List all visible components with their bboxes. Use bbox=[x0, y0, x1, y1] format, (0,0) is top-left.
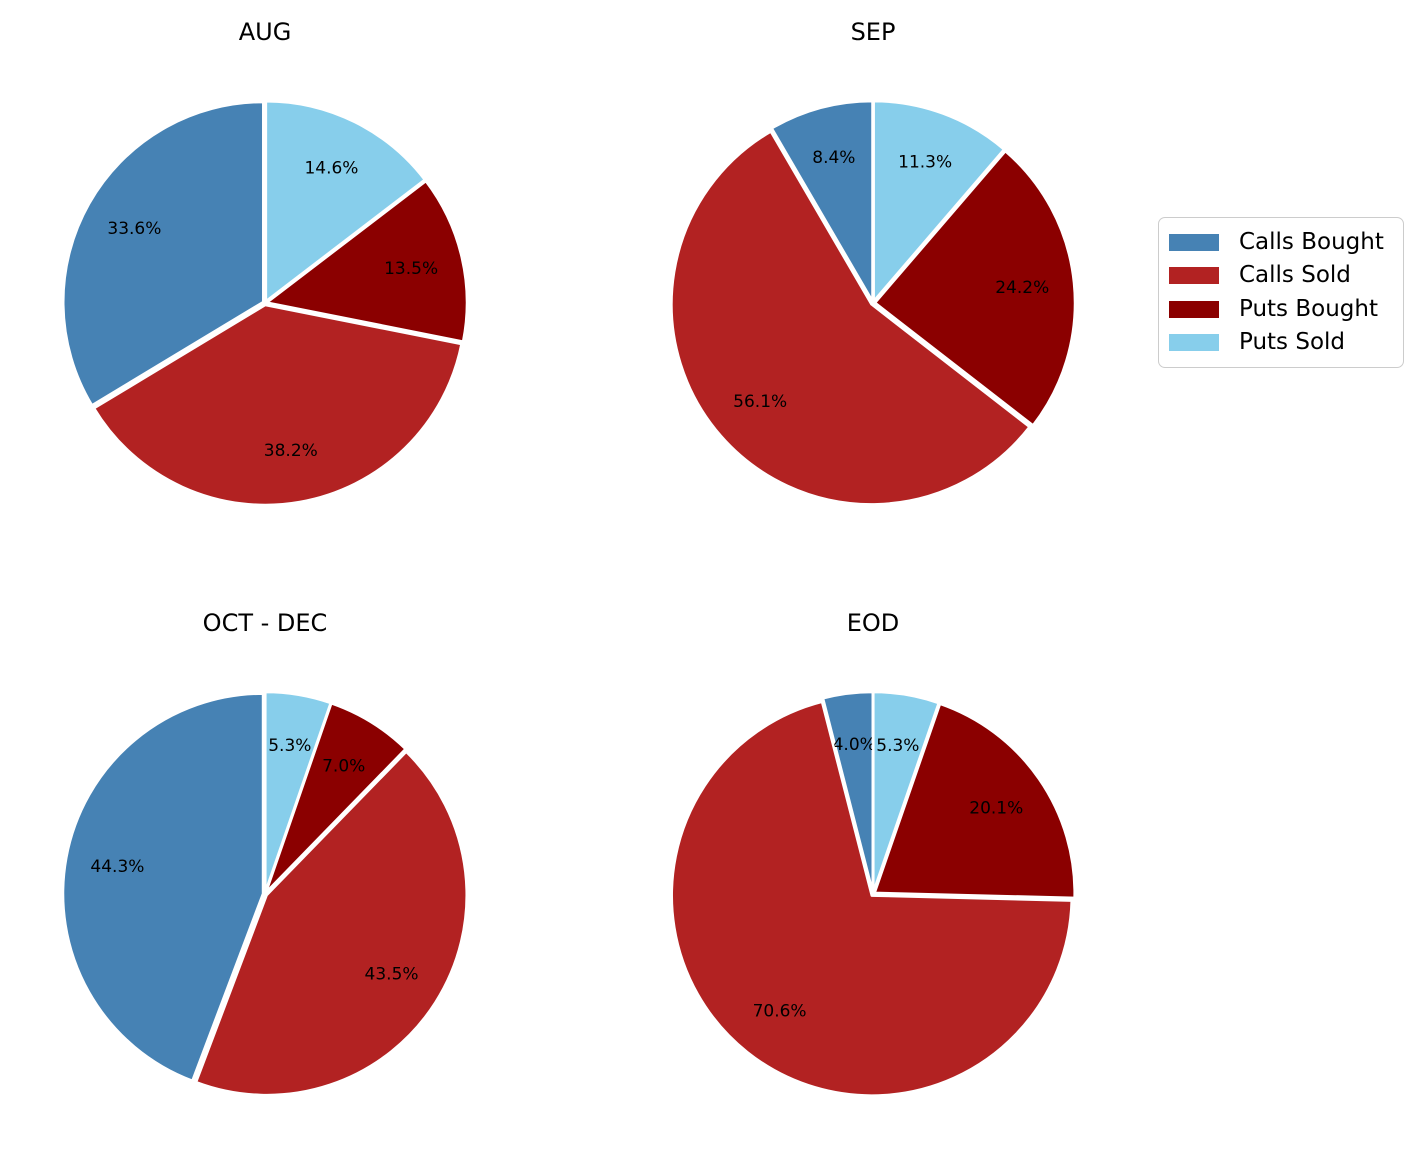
chart-title-eod: EOD bbox=[846, 609, 900, 637]
pie-slice-puts-bought bbox=[873, 149, 1077, 427]
pie-slice-calls-sold bbox=[670, 700, 1073, 1097]
pie-sep: 8.4% 56.1% 24.2% 11.3% bbox=[670, 99, 1077, 506]
pie-eod: 4.0% 70.6% 20.1% 5.3% bbox=[670, 690, 1076, 1097]
pie-oct-dec: 44.3% 43.5% 7.0% 5.3% bbox=[61, 690, 468, 1097]
legend-item-puts-sold: Puts Sold bbox=[1169, 326, 1393, 359]
legend-swatch-puts-sold bbox=[1169, 333, 1219, 351]
legend-label: Calls Bought bbox=[1239, 229, 1384, 256]
pie-chart-aug: AUG 33.6% 38.2% 13.5% 14.6% bbox=[55, 0, 475, 520]
pct-label: 56.1% bbox=[733, 392, 787, 412]
pie-chart-oct-dec: OCT - DEC 44.3% 43.5% 7.0% 5.3% bbox=[55, 591, 475, 1111]
pct-label: 5.3% bbox=[876, 736, 919, 756]
pie-chart-eod: EOD 4.0% 70.6% 20.1% 5.3% bbox=[663, 591, 1083, 1111]
pct-label: 24.2% bbox=[995, 278, 1049, 298]
pie-slice-puts-sold bbox=[264, 690, 332, 894]
chart-title-sep: SEP bbox=[850, 18, 896, 46]
pie-slice-calls-sold bbox=[194, 750, 468, 1097]
pct-label: 13.5% bbox=[384, 259, 438, 279]
pie-chart-sep: SEP 8.4% 56.1% 24.2% 11.3% bbox=[663, 0, 1083, 520]
legend-label: Puts Bought bbox=[1239, 295, 1378, 322]
pie-slice-puts-sold bbox=[872, 99, 1006, 303]
pct-label: 5.3% bbox=[268, 736, 311, 756]
pct-label: 44.3% bbox=[90, 857, 144, 877]
legend-label: Puts Sold bbox=[1239, 328, 1346, 355]
pie-slice-puts-sold bbox=[872, 690, 940, 894]
legend: Calls Bought Calls Sold Puts Bought Puts So… bbox=[1158, 217, 1404, 368]
pct-label: 70.6% bbox=[753, 1001, 807, 1021]
pct-label: 20.1% bbox=[969, 799, 1023, 819]
pie-slice-puts-bought bbox=[265, 179, 469, 343]
pie-slice-calls-bought bbox=[770, 99, 874, 303]
pct-label: 8.4% bbox=[812, 148, 855, 168]
legend-swatch-calls-sold bbox=[1169, 267, 1219, 285]
legend-item-calls-sold: Calls Sold bbox=[1169, 259, 1393, 292]
legend-item-calls-bought: Calls Bought bbox=[1169, 226, 1393, 259]
pie-slice-calls-sold bbox=[670, 130, 1031, 506]
pie-slice-calls-bought bbox=[62, 100, 265, 407]
pct-label: 14.6% bbox=[304, 159, 358, 179]
chart-title-oct-dec: OCT - DEC bbox=[202, 609, 328, 637]
pct-label: 11.3% bbox=[898, 152, 952, 172]
pct-label: 43.5% bbox=[365, 965, 419, 985]
pct-label: 38.2% bbox=[264, 441, 318, 461]
pct-label: 7.0% bbox=[322, 756, 365, 776]
legend-item-puts-bought: Puts Bought bbox=[1169, 293, 1393, 326]
pie-slice-puts-sold bbox=[264, 99, 427, 303]
pie-slice-calls-bought bbox=[61, 692, 265, 1083]
pie-slice-puts-bought bbox=[873, 702, 1076, 900]
pie-aug: 33.6% 38.2% 13.5% 14.6% bbox=[62, 99, 469, 507]
legend-swatch-puts-bought bbox=[1169, 300, 1219, 318]
pct-label: 4.0% bbox=[833, 735, 876, 755]
chart-title-aug: AUG bbox=[238, 18, 292, 46]
legend-label: Calls Sold bbox=[1239, 262, 1351, 289]
pct-label: 33.6% bbox=[107, 219, 161, 239]
pie-slice-calls-sold bbox=[92, 303, 463, 507]
legend-swatch-calls-bought bbox=[1169, 234, 1219, 252]
